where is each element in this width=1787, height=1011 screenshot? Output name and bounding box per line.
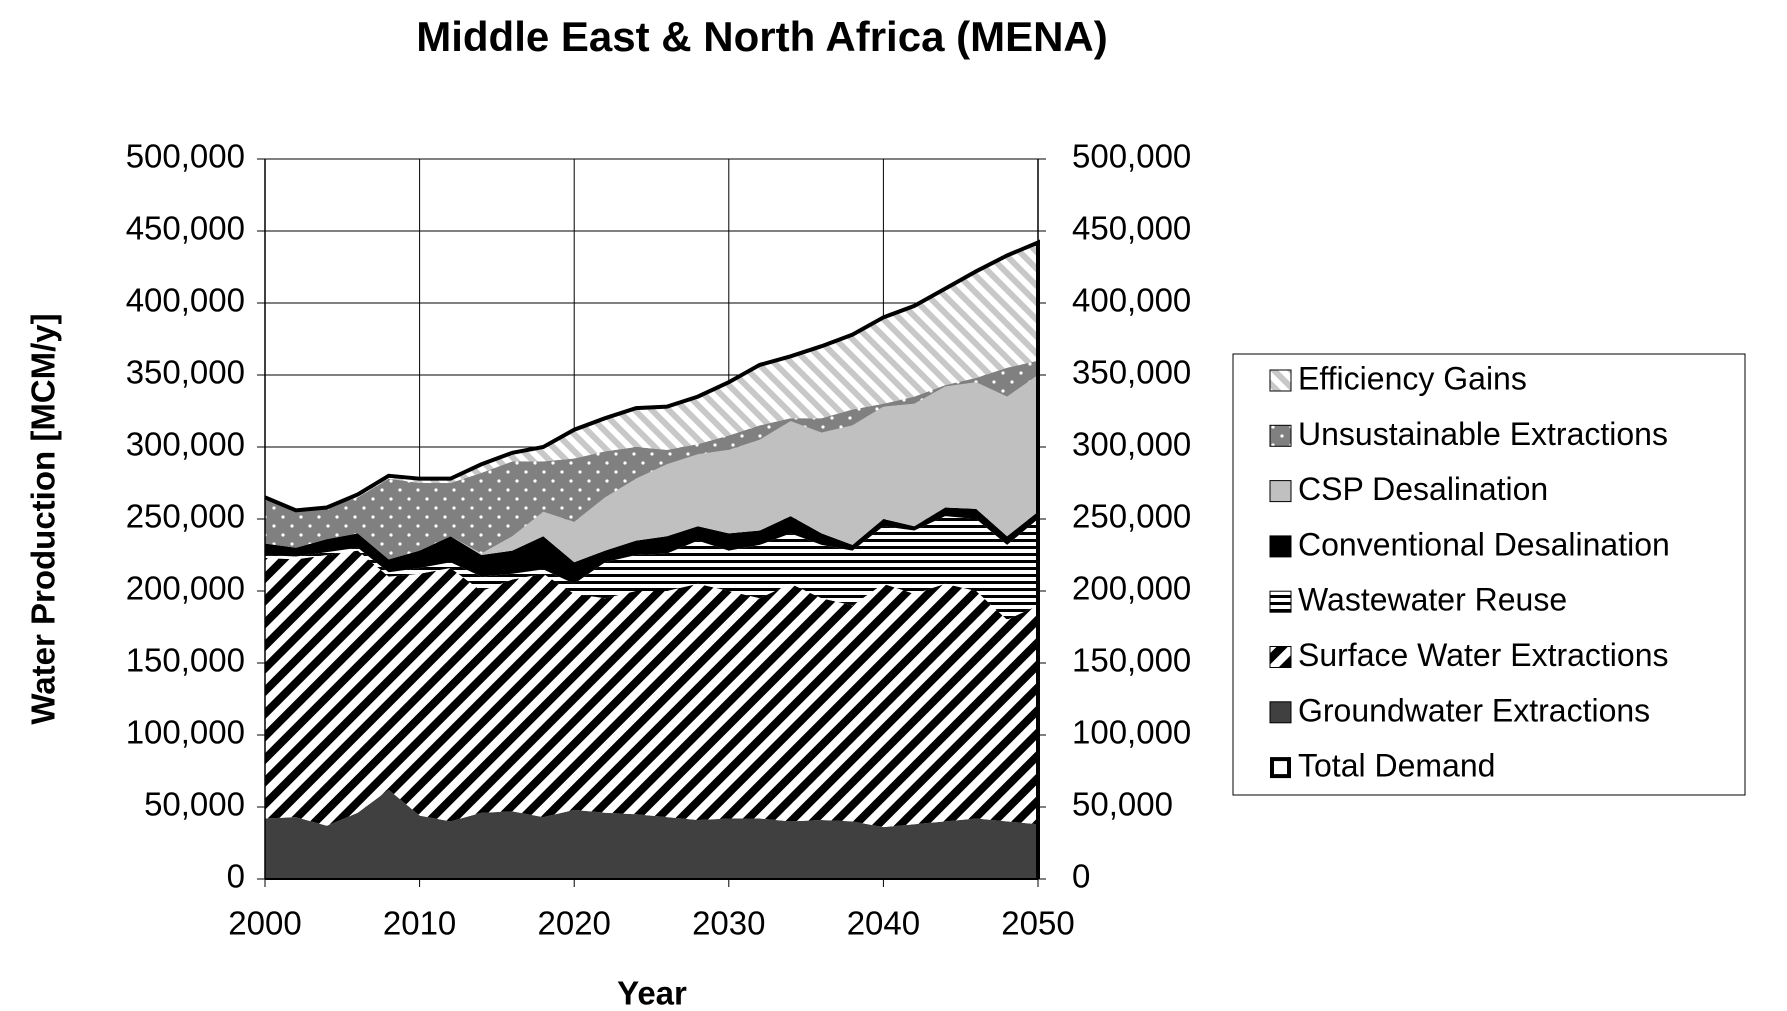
y-tick-label: 200,000 [126, 570, 245, 607]
legend-label: Efficiency Gains [1298, 360, 1527, 396]
y2-tick-label: 400,000 [1072, 282, 1191, 319]
legend-swatch [1269, 369, 1292, 392]
y2-tick-label: 100,000 [1072, 714, 1191, 751]
y-tick-label: 0 [227, 858, 245, 895]
y2-tick-label: 50,000 [1072, 786, 1173, 823]
x-tick-label: 2000 [228, 905, 301, 942]
y2-tick-label: 200,000 [1072, 570, 1191, 607]
area [265, 242, 1038, 512]
y-tick-label: 500,000 [126, 138, 245, 175]
legend-label: CSP Desalination [1298, 471, 1548, 507]
area [265, 507, 1038, 584]
x-tick-label: 2050 [1001, 905, 1074, 942]
legend-label: Groundwater Extractions [1298, 692, 1650, 728]
legend-box [1232, 353, 1746, 796]
y-tick-label: 300,000 [126, 426, 245, 463]
y2-tick-label: 0 [1072, 858, 1090, 895]
y-tick-label: 450,000 [126, 210, 245, 247]
legend-swatch [1269, 424, 1292, 447]
area [265, 516, 1038, 620]
area [265, 550, 1038, 828]
x-tick-label: 2040 [847, 905, 920, 942]
legend-label: Unsustainable Extractions [1298, 416, 1668, 452]
legend-swatch [1270, 757, 1291, 779]
legend-swatch [1269, 701, 1292, 724]
y-tick-label: 350,000 [126, 354, 245, 391]
x-axis-label: Year [617, 975, 687, 1011]
legend-swatch [1269, 535, 1292, 558]
y-tick-label: 150,000 [126, 642, 245, 679]
x-tick-label: 2020 [537, 905, 610, 942]
y-axis-label: Water Production [MCM/y] [25, 313, 62, 724]
y2-tick-label: 150,000 [1072, 642, 1191, 679]
demand-line [264, 239, 1040, 879]
legend-label: Total Demand [1298, 748, 1495, 784]
y2-tick-label: 250,000 [1072, 498, 1191, 535]
legend-swatch [1269, 590, 1292, 613]
x-tick-label: 2010 [383, 905, 456, 942]
legend-label: Conventional Desalination [1298, 526, 1670, 562]
x-tick-label: 2030 [692, 905, 765, 942]
legend-swatch [1269, 480, 1292, 503]
y-tick-label: 400,000 [126, 282, 245, 319]
y-tick-label: 250,000 [126, 498, 245, 535]
legend-label: Surface Water Extractions [1298, 637, 1669, 673]
y2-tick-label: 500,000 [1072, 138, 1191, 175]
y-tick-label: 50,000 [144, 786, 245, 823]
y2-tick-label: 450,000 [1072, 210, 1191, 247]
legend-label: Wastewater Reuse [1298, 582, 1567, 618]
legend-swatch [1269, 646, 1292, 668]
y2-tick-label: 350,000 [1072, 354, 1191, 391]
area [265, 360, 1038, 560]
area [265, 375, 1038, 563]
y2-tick-label: 300,000 [1072, 426, 1191, 463]
y-tick-label: 100,000 [126, 714, 245, 751]
area [265, 789, 1038, 879]
chart-title: Middle East & North Africa (MENA) [416, 13, 1107, 60]
